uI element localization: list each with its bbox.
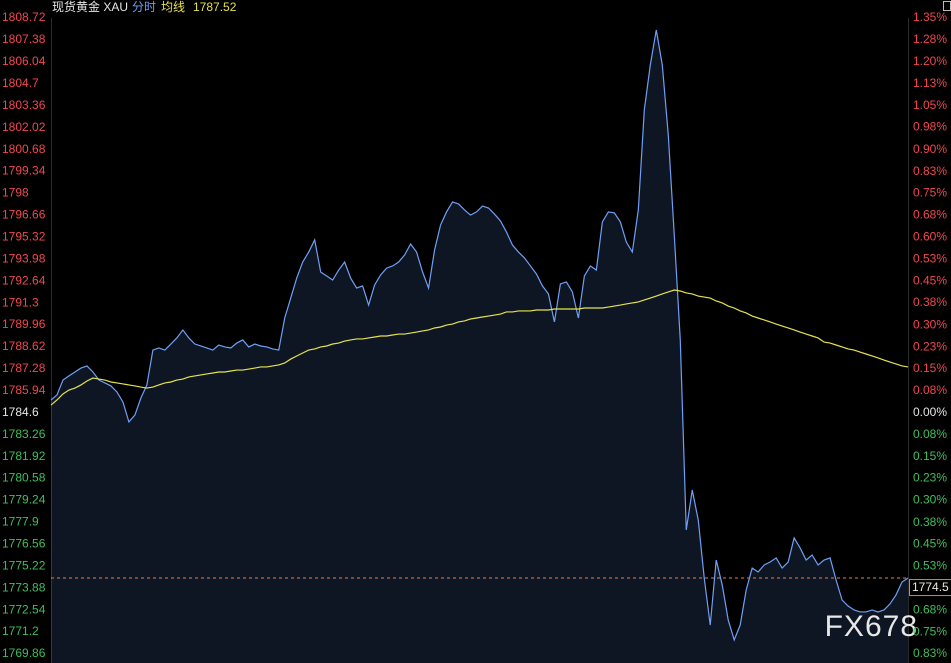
y-tick-label: 1780.58 bbox=[2, 471, 46, 485]
y2-tick-label: 0.38% bbox=[913, 515, 947, 529]
y-tick-label: 1792.64 bbox=[2, 273, 46, 287]
y-tick-label: 1795.32 bbox=[2, 229, 46, 243]
y2-tick-label: 0.45% bbox=[913, 273, 947, 287]
y-tick-label: 1806.04 bbox=[2, 54, 46, 68]
y-tick-label: 1788.62 bbox=[2, 339, 46, 353]
y-tick-label: 1775.22 bbox=[2, 558, 46, 572]
y2-tick-label: 0.83% bbox=[913, 646, 947, 660]
y-tick-label: 1772.54 bbox=[2, 602, 46, 616]
y-tick-label: 1771.2 bbox=[2, 624, 39, 638]
y2-tick-label: 0.75% bbox=[913, 186, 947, 200]
watermark: FX678 bbox=[825, 610, 918, 643]
y-tick-label: 1808.72 bbox=[2, 10, 46, 24]
y-tick-label: 1804.7 bbox=[2, 76, 39, 90]
y2-tick-label: 0.15% bbox=[913, 449, 947, 463]
y-tick-label: 1776.56 bbox=[2, 537, 46, 551]
series-line bbox=[50, 289, 909, 406]
y-tick-label: 1777.9 bbox=[2, 515, 39, 529]
y-tick-label: 1783.26 bbox=[2, 427, 46, 441]
y2-tick-label: 0.23% bbox=[913, 471, 947, 485]
y2-tick-label: 0.45% bbox=[913, 537, 947, 551]
y2-tick-label: 0.15% bbox=[913, 361, 947, 375]
area bbox=[51, 29, 908, 663]
y2-tick-label: 0.30% bbox=[913, 493, 947, 507]
y-tick-label: 1800.68 bbox=[2, 142, 46, 156]
y-tick-label: 1791.3 bbox=[2, 295, 39, 309]
y-tick-label: 1807.38 bbox=[2, 32, 46, 46]
y2-tick-label: 1.13% bbox=[913, 76, 947, 90]
y2-tick-label: 0.00% bbox=[913, 405, 947, 419]
y2-tick-label: 1.20% bbox=[913, 54, 947, 68]
series-line bbox=[50, 29, 909, 642]
y2-tick-label: 0.53% bbox=[913, 559, 947, 573]
last-price-label: 1774.5 bbox=[912, 580, 949, 594]
y2-tick-label: 0.23% bbox=[913, 339, 947, 353]
y2-tick-label: 1.28% bbox=[913, 32, 947, 46]
y2-tick-label: 0.08% bbox=[913, 383, 947, 397]
y-tick-label: 1773.88 bbox=[2, 580, 46, 594]
y-tick-label: 1781.92 bbox=[2, 449, 46, 463]
y-tick-label: 1785.94 bbox=[2, 383, 46, 397]
y2-tick-label: 0.38% bbox=[913, 295, 947, 309]
y2-tick-label: 0.68% bbox=[913, 208, 947, 222]
y2-tick-label: 0.60% bbox=[913, 229, 947, 243]
y-tick-label: 1787.28 bbox=[2, 361, 46, 375]
y2-tick-label: 0.75% bbox=[913, 624, 947, 638]
y2-tick-label: 0.30% bbox=[913, 317, 947, 331]
y2-tick-label: 1.35% bbox=[913, 10, 947, 24]
y-tick-label: 1779.24 bbox=[2, 493, 46, 507]
y-tick-label: 1799.34 bbox=[2, 164, 46, 178]
y-tick-label: 1796.66 bbox=[2, 208, 46, 222]
y-tick-label: 1802.02 bbox=[2, 120, 46, 134]
chart-title: 现货黄金 XAU bbox=[52, 0, 128, 14]
y2-tick-label: 0.83% bbox=[913, 164, 947, 178]
legend-entry: 均线 bbox=[161, 0, 185, 14]
y-tick-label: 1784.6 bbox=[2, 405, 39, 419]
y2-tick-label: 0.53% bbox=[913, 251, 947, 265]
y2-tick-label: 0.08% bbox=[913, 427, 947, 441]
last-price-box bbox=[909, 579, 951, 597]
y-tick-label: 1803.36 bbox=[2, 98, 46, 112]
average-value: 1787.52 bbox=[193, 0, 237, 14]
y2-tick-label: 0.90% bbox=[913, 142, 947, 156]
y-tick-label: 1793.98 bbox=[2, 251, 46, 265]
y2-tick-label: 0.98% bbox=[913, 120, 947, 134]
y2-tick-label: 1.05% bbox=[913, 98, 947, 112]
y-tick-label: 1798 bbox=[2, 186, 29, 200]
legend-entry: 分时 bbox=[132, 0, 156, 14]
y2-tick-label: 0.68% bbox=[913, 602, 947, 616]
y-tick-label: 1789.96 bbox=[2, 317, 46, 331]
y-tick-label: 1769.86 bbox=[2, 646, 46, 660]
